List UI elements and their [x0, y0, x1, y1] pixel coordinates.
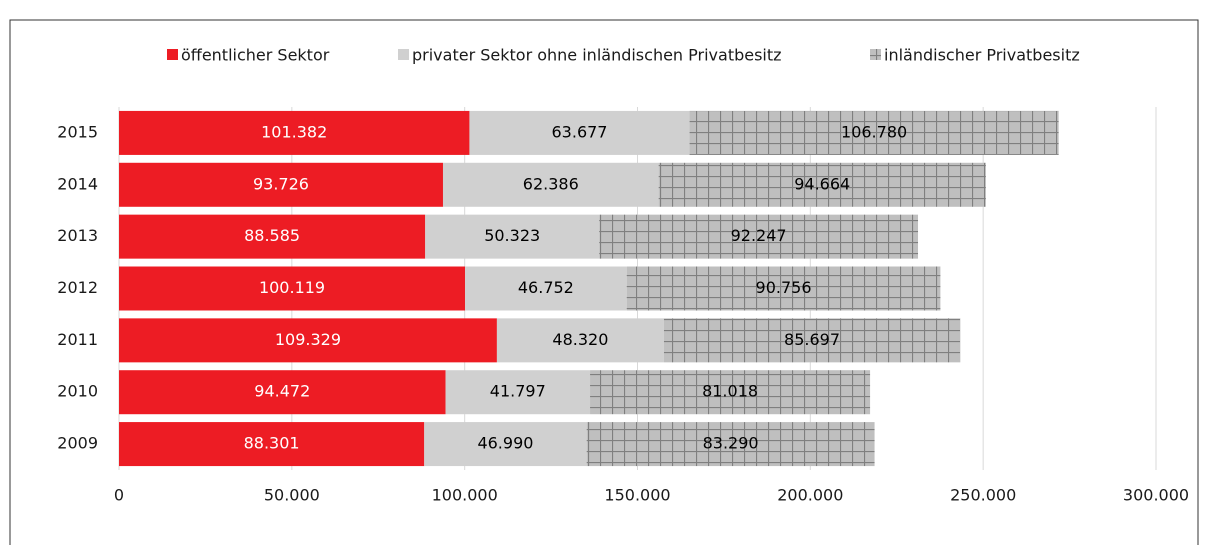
- data-label: 109.329: [275, 330, 341, 349]
- bar-segment: [689, 110, 1059, 155]
- data-label: 101.382: [261, 122, 327, 141]
- data-label: 90.756: [756, 278, 812, 297]
- x-tick-label: 300.000: [1123, 486, 1189, 505]
- bar-segment: [425, 214, 600, 259]
- bar-segment: [119, 318, 497, 363]
- data-label: 46.990: [477, 434, 533, 453]
- data-label: 50.323: [484, 226, 540, 245]
- y-tick-label: 2010: [57, 382, 98, 401]
- x-tick-label: 50.000: [264, 486, 320, 505]
- data-label: 92.247: [731, 226, 787, 245]
- data-label: 94.472: [254, 382, 310, 401]
- data-label: 63.677: [552, 122, 608, 141]
- bar-segment: [445, 370, 591, 415]
- y-tick-label: 2012: [57, 278, 98, 297]
- bar-segment: [590, 370, 871, 415]
- bar-segment: [442, 162, 659, 207]
- legend-label: inländischer Privatbesitz: [884, 46, 1080, 65]
- data-label: 83.290: [703, 434, 759, 453]
- legend-label: privater Sektor ohne inländischen Privat…: [412, 46, 782, 65]
- legend-swatch: [167, 49, 178, 60]
- legend-swatch: [870, 49, 881, 60]
- bar-segment: [119, 162, 443, 207]
- bar-segment: [465, 266, 627, 311]
- data-label: 100.119: [259, 278, 325, 297]
- bar-segment: [119, 266, 466, 311]
- bar-segment: [496, 318, 664, 363]
- data-label: 41.797: [490, 382, 546, 401]
- legend-swatch: [398, 49, 409, 60]
- x-tick-label: 200.000: [777, 486, 843, 505]
- bar-segment: [599, 214, 919, 259]
- data-label: 88.585: [244, 226, 300, 245]
- x-tick-label: 100.000: [432, 486, 498, 505]
- x-tick-label: 250.000: [950, 486, 1016, 505]
- y-tick-label: 2013: [57, 226, 98, 245]
- bar-segment: [119, 110, 470, 155]
- bar-segment: [119, 214, 426, 259]
- data-label: 81.018: [702, 382, 758, 401]
- data-label: 46.752: [518, 278, 574, 297]
- bar-segment: [586, 422, 875, 467]
- y-tick-label: 2014: [57, 174, 98, 193]
- data-label: 106.780: [841, 122, 907, 141]
- x-tick-label: 150.000: [604, 486, 670, 505]
- bar-segment: [658, 162, 986, 207]
- data-label: 88.301: [244, 434, 300, 453]
- bar-segment: [424, 422, 587, 467]
- chart-frame: [9, 19, 1199, 545]
- bar-segment: [663, 318, 961, 363]
- y-tick-label: 2011: [57, 330, 98, 349]
- y-tick-label: 2009: [57, 434, 98, 453]
- data-label: 85.697: [784, 330, 840, 349]
- data-label: 62.386: [523, 174, 579, 193]
- data-label: 94.664: [794, 174, 850, 193]
- bar-segment: [119, 422, 425, 467]
- data-label: 48.320: [552, 330, 608, 349]
- bar-segment: [119, 370, 446, 415]
- y-tick-label: 2015: [57, 122, 98, 141]
- legend-label: öffentlicher Sektor: [181, 46, 330, 65]
- bar-segment: [469, 110, 690, 155]
- x-tick-label: 0: [114, 486, 124, 505]
- data-label: 93.726: [253, 174, 309, 193]
- bar-segment: [626, 266, 941, 311]
